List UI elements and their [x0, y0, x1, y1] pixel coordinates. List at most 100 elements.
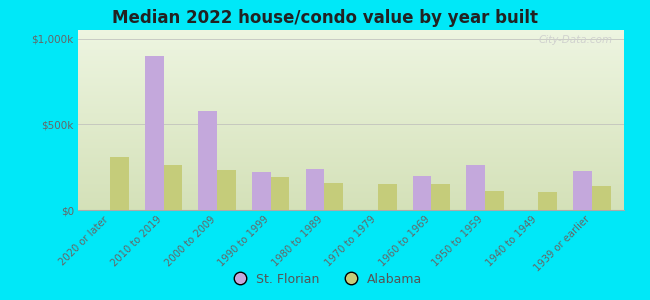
- Bar: [78, 163, 624, 164]
- Bar: [78, 102, 624, 103]
- Bar: [78, 109, 624, 110]
- Bar: [78, 204, 624, 205]
- Bar: [78, 162, 624, 163]
- Bar: [78, 127, 624, 128]
- Bar: [78, 100, 624, 101]
- Bar: [78, 110, 624, 112]
- Bar: [78, 54, 624, 55]
- Bar: [78, 157, 624, 158]
- Bar: [78, 138, 624, 139]
- Bar: [78, 182, 624, 184]
- Bar: [78, 59, 624, 60]
- Bar: [78, 120, 624, 121]
- Bar: [78, 185, 624, 186]
- Bar: [78, 79, 624, 80]
- Bar: [78, 92, 624, 94]
- Bar: [78, 190, 624, 191]
- Bar: [78, 161, 624, 162]
- Bar: [145, 56, 164, 210]
- Bar: [78, 136, 624, 137]
- Bar: [110, 157, 129, 210]
- Bar: [78, 52, 624, 53]
- Bar: [78, 44, 624, 46]
- Bar: [78, 90, 624, 91]
- Bar: [78, 174, 624, 175]
- Bar: [78, 34, 624, 35]
- Bar: [78, 154, 624, 155]
- Bar: [78, 62, 624, 64]
- Bar: [78, 167, 624, 168]
- Bar: [306, 169, 324, 210]
- Bar: [78, 107, 624, 108]
- Bar: [78, 41, 624, 42]
- Bar: [78, 61, 624, 62]
- Bar: [78, 132, 624, 133]
- Bar: [78, 103, 624, 104]
- Bar: [78, 95, 624, 96]
- Bar: [78, 155, 624, 156]
- Bar: [78, 88, 624, 89]
- Bar: [78, 66, 624, 67]
- Bar: [78, 38, 624, 40]
- Bar: [78, 108, 624, 109]
- Bar: [78, 78, 624, 79]
- Bar: [78, 71, 624, 72]
- Bar: [78, 53, 624, 54]
- Bar: [78, 199, 624, 200]
- Bar: [78, 58, 624, 59]
- Bar: [78, 168, 624, 169]
- Bar: [78, 169, 624, 170]
- Bar: [78, 139, 624, 140]
- Bar: [78, 128, 624, 130]
- Bar: [78, 150, 624, 151]
- Bar: [78, 106, 624, 107]
- Bar: [78, 97, 624, 98]
- Bar: [78, 36, 624, 37]
- Bar: [78, 176, 624, 178]
- Bar: [78, 104, 624, 106]
- Bar: [78, 170, 624, 172]
- Bar: [78, 172, 624, 173]
- Bar: [78, 86, 624, 88]
- Bar: [270, 177, 289, 210]
- Bar: [78, 148, 624, 149]
- Bar: [78, 89, 624, 90]
- Bar: [78, 50, 624, 52]
- Bar: [252, 172, 270, 210]
- Bar: [78, 181, 624, 182]
- Bar: [78, 142, 624, 143]
- Bar: [78, 145, 624, 146]
- Text: City-Data.com: City-Data.com: [539, 35, 613, 45]
- Bar: [78, 175, 624, 176]
- Bar: [78, 158, 624, 160]
- Bar: [466, 165, 485, 210]
- Bar: [78, 122, 624, 124]
- Bar: [485, 191, 504, 210]
- Bar: [78, 196, 624, 197]
- Bar: [78, 64, 624, 65]
- Bar: [78, 121, 624, 122]
- Bar: [78, 126, 624, 127]
- Bar: [78, 203, 624, 204]
- Bar: [78, 40, 624, 41]
- Bar: [78, 208, 624, 209]
- Bar: [78, 178, 624, 179]
- Bar: [78, 55, 624, 56]
- Bar: [78, 73, 624, 74]
- Bar: [78, 166, 624, 167]
- Bar: [78, 124, 624, 125]
- Bar: [78, 77, 624, 78]
- Bar: [538, 192, 557, 210]
- Bar: [78, 101, 624, 102]
- Bar: [78, 84, 624, 85]
- Bar: [78, 74, 624, 76]
- Bar: [78, 43, 624, 44]
- Bar: [324, 183, 343, 210]
- Bar: [78, 149, 624, 150]
- Bar: [78, 184, 624, 185]
- Bar: [78, 119, 624, 120]
- Bar: [78, 180, 624, 181]
- Bar: [78, 125, 624, 126]
- Text: Median 2022 house/condo value by year built: Median 2022 house/condo value by year bu…: [112, 9, 538, 27]
- Bar: [78, 186, 624, 187]
